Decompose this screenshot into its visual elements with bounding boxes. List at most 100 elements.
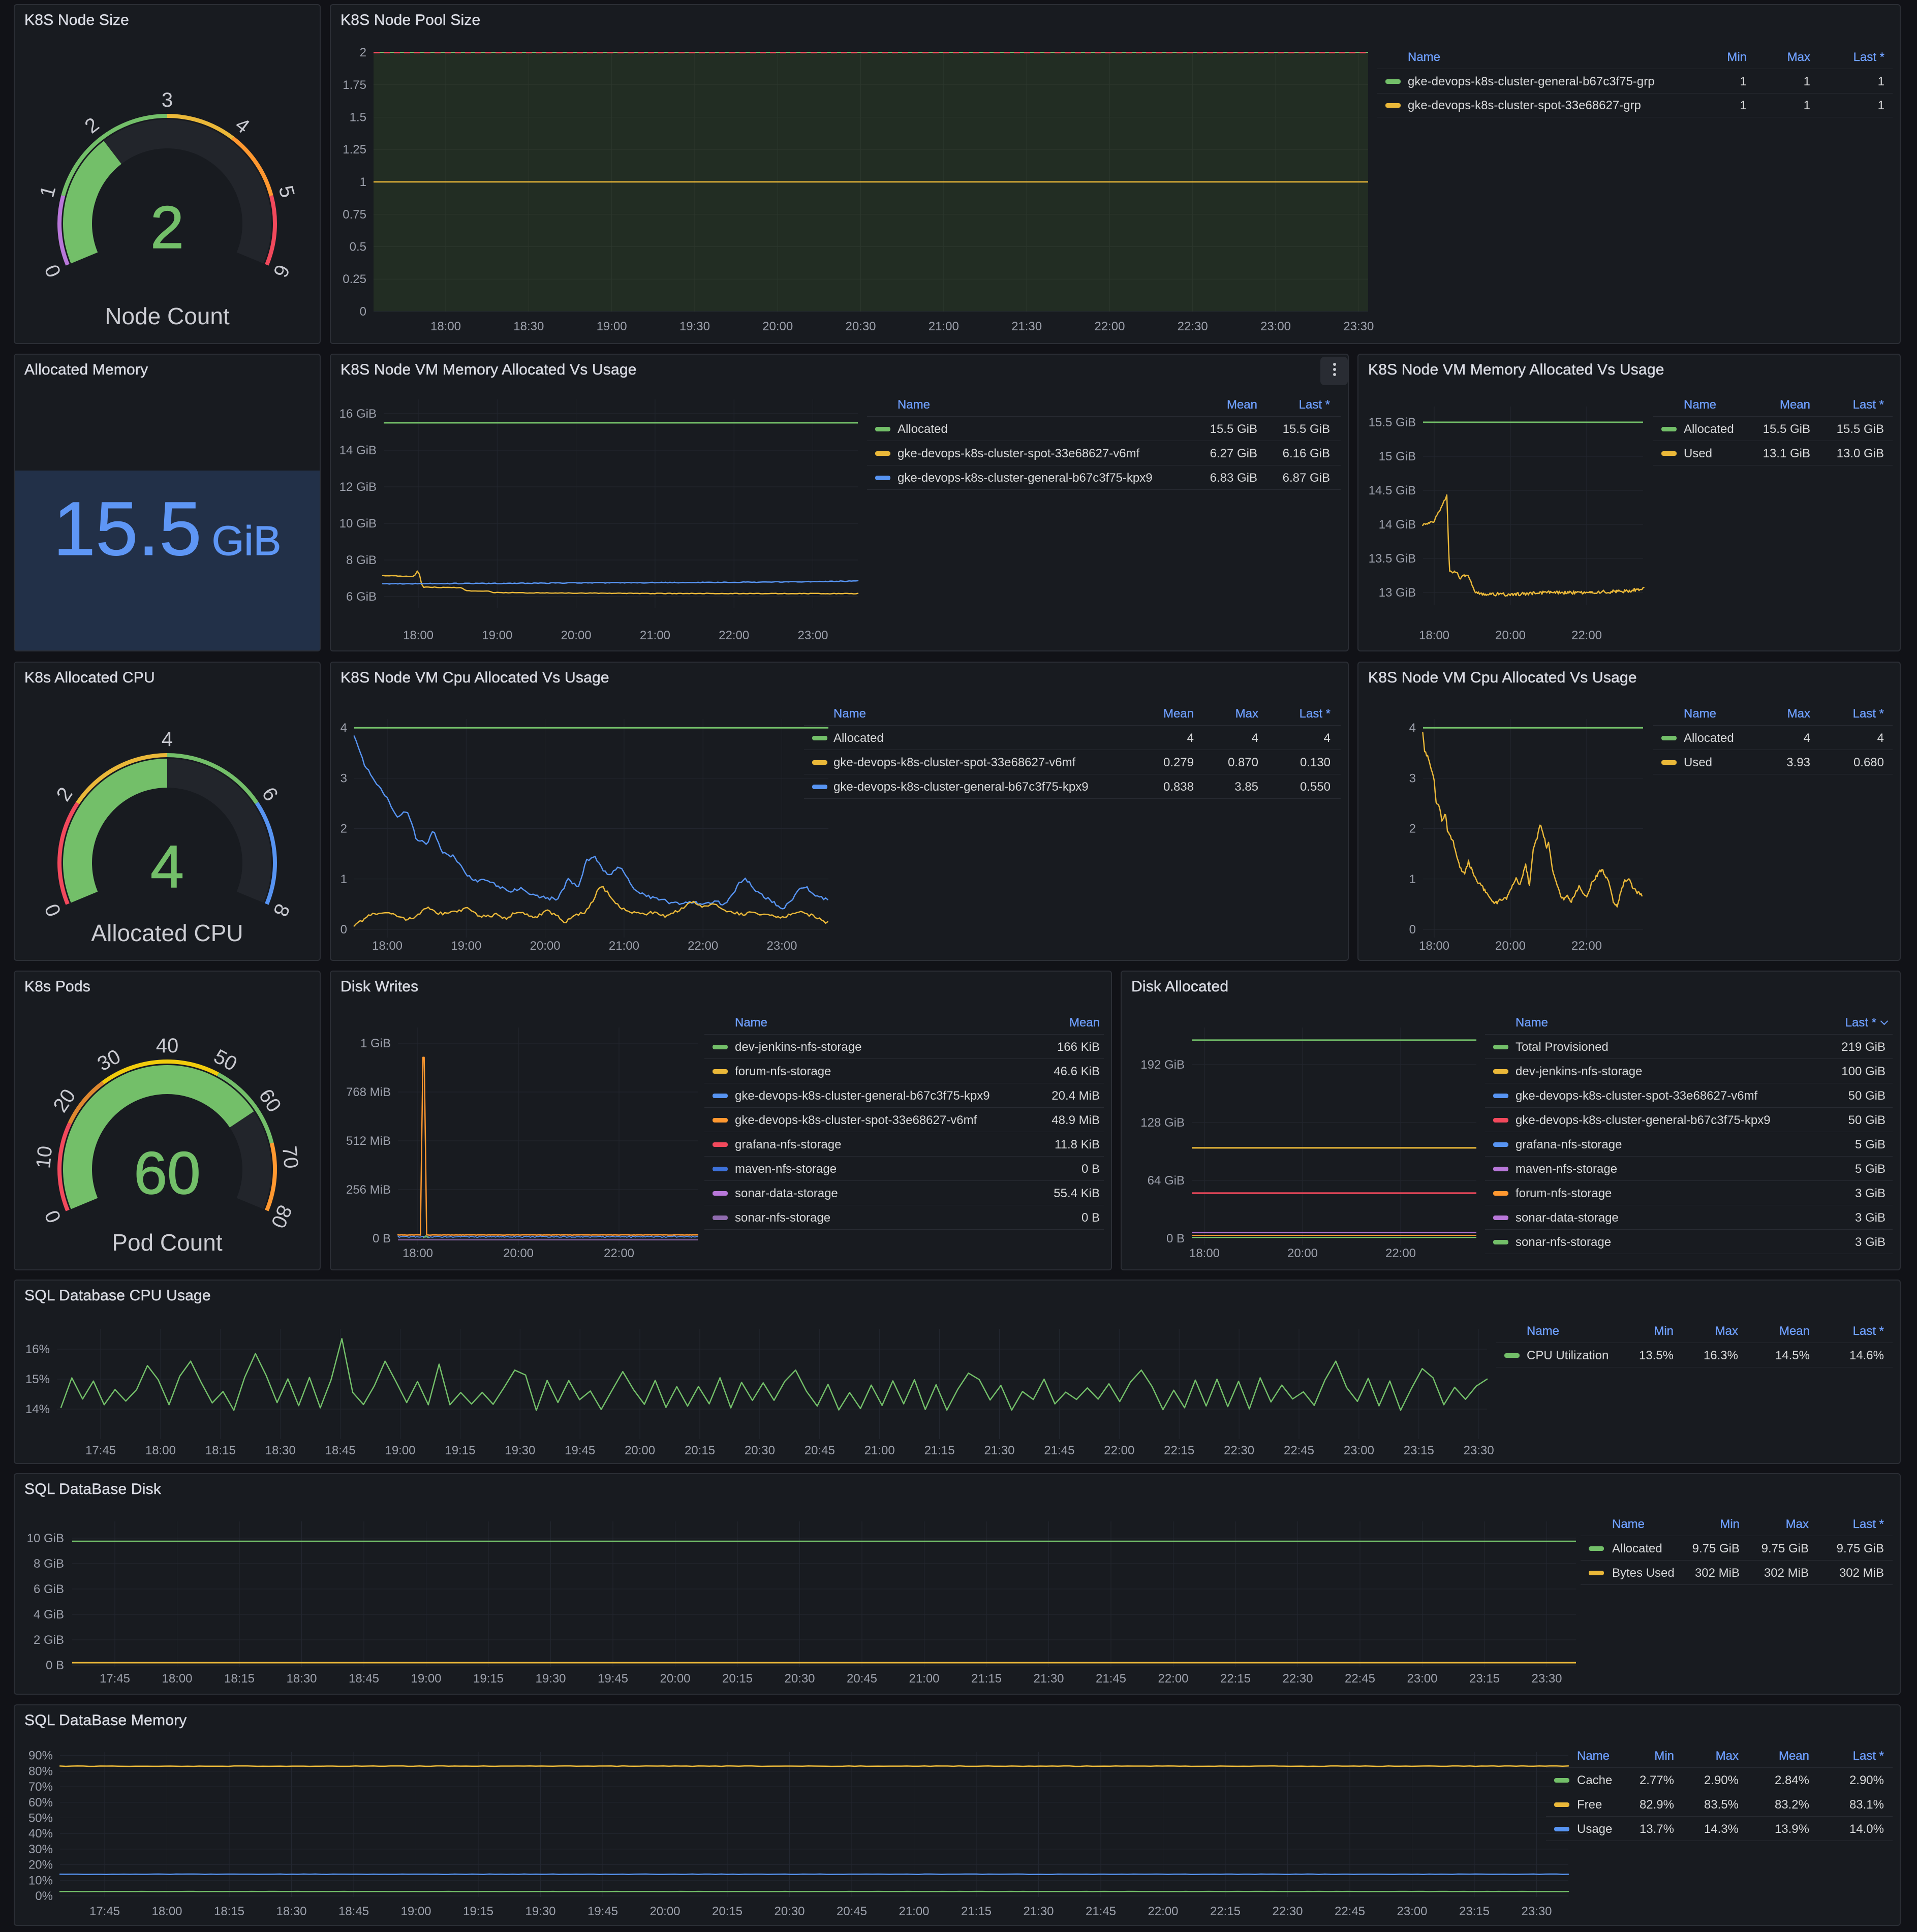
svg-text:23:30: 23:30 <box>1464 1444 1494 1457</box>
svg-text:1: 1 <box>1409 872 1416 886</box>
svg-text:22:00: 22:00 <box>1104 1444 1134 1457</box>
svg-text:15%: 15% <box>25 1373 50 1386</box>
svg-text:16%: 16% <box>25 1343 50 1356</box>
svg-text:4: 4 <box>150 833 184 900</box>
svg-text:20:45: 20:45 <box>805 1444 835 1457</box>
svg-text:22:15: 22:15 <box>1220 1672 1251 1686</box>
svg-text:19:00: 19:00 <box>385 1444 415 1457</box>
svg-text:18:00: 18:00 <box>403 1247 433 1260</box>
svg-text:10 GiB: 10 GiB <box>27 1532 64 1545</box>
svg-text:128 GiB: 128 GiB <box>1140 1116 1185 1130</box>
svg-text:50%: 50% <box>28 1812 53 1825</box>
svg-text:14%: 14% <box>25 1403 50 1416</box>
svg-text:22:00: 22:00 <box>1148 1905 1178 1918</box>
svg-text:15.5 GiB: 15.5 GiB <box>1369 416 1416 429</box>
svg-text:15 GiB: 15 GiB <box>1379 450 1416 463</box>
svg-text:18:45: 18:45 <box>349 1672 379 1686</box>
svg-text:23:30: 23:30 <box>1343 320 1374 333</box>
svg-text:60%: 60% <box>28 1796 53 1810</box>
svg-text:19:15: 19:15 <box>445 1444 475 1457</box>
svg-text:23:00: 23:00 <box>797 629 828 642</box>
svg-text:18:15: 18:15 <box>224 1672 255 1686</box>
svg-text:4: 4 <box>162 728 173 751</box>
svg-text:18:30: 18:30 <box>286 1672 317 1686</box>
svg-text:4 GiB: 4 GiB <box>34 1608 64 1622</box>
svg-text:19:00: 19:00 <box>451 939 481 953</box>
svg-text:13 GiB: 13 GiB <box>1379 586 1416 600</box>
svg-text:19:30: 19:30 <box>535 1672 566 1686</box>
svg-text:3: 3 <box>1409 771 1416 785</box>
svg-text:20:00: 20:00 <box>530 939 561 953</box>
svg-text:20:30: 20:30 <box>774 1905 805 1918</box>
svg-text:18:15: 18:15 <box>205 1444 236 1457</box>
svg-text:23:15: 23:15 <box>1459 1905 1490 1918</box>
svg-text:20:30: 20:30 <box>745 1444 775 1457</box>
svg-text:2: 2 <box>81 113 103 138</box>
svg-text:0: 0 <box>41 261 66 280</box>
svg-text:20:00: 20:00 <box>660 1672 690 1686</box>
svg-text:22:00: 22:00 <box>604 1247 634 1260</box>
svg-text:18:00: 18:00 <box>1419 629 1449 642</box>
svg-text:14.5 GiB: 14.5 GiB <box>1369 484 1416 497</box>
svg-text:19:15: 19:15 <box>463 1905 493 1918</box>
svg-text:6 GiB: 6 GiB <box>34 1582 64 1596</box>
svg-text:10: 10 <box>32 1145 56 1170</box>
svg-text:21:00: 21:00 <box>640 629 670 642</box>
svg-text:18:00: 18:00 <box>1419 939 1449 953</box>
svg-text:20:15: 20:15 <box>685 1444 715 1457</box>
svg-text:19:30: 19:30 <box>525 1905 555 1918</box>
svg-text:22:00: 22:00 <box>1158 1672 1188 1686</box>
svg-text:21:00: 21:00 <box>864 1444 895 1457</box>
svg-text:22:00: 22:00 <box>1094 320 1125 333</box>
svg-text:18:00: 18:00 <box>403 629 434 642</box>
svg-text:22:30: 22:30 <box>1224 1444 1254 1457</box>
svg-text:192 GiB: 192 GiB <box>1140 1058 1185 1072</box>
svg-text:20:15: 20:15 <box>712 1905 743 1918</box>
svg-text:19:45: 19:45 <box>588 1905 618 1918</box>
svg-text:18:15: 18:15 <box>214 1905 244 1918</box>
svg-text:19:00: 19:00 <box>400 1905 431 1918</box>
svg-text:80: 80 <box>267 1202 296 1231</box>
svg-text:23:30: 23:30 <box>1521 1905 1552 1918</box>
svg-text:20:00: 20:00 <box>650 1905 680 1918</box>
svg-text:21:45: 21:45 <box>1086 1905 1116 1918</box>
svg-text:3: 3 <box>162 89 173 111</box>
svg-text:18:00: 18:00 <box>151 1905 182 1918</box>
svg-text:23:00: 23:00 <box>1260 320 1291 333</box>
svg-text:21:00: 21:00 <box>929 320 959 333</box>
svg-text:1 GiB: 1 GiB <box>360 1037 391 1050</box>
svg-text:19:45: 19:45 <box>565 1444 595 1457</box>
svg-text:22:00: 22:00 <box>688 939 718 953</box>
svg-text:22:45: 22:45 <box>1345 1672 1375 1686</box>
svg-text:22:00: 22:00 <box>1571 629 1602 642</box>
svg-text:18:00: 18:00 <box>1189 1247 1220 1260</box>
svg-text:21:00: 21:00 <box>909 1672 939 1686</box>
svg-text:0 B: 0 B <box>1166 1232 1185 1245</box>
svg-text:20:00: 20:00 <box>1495 939 1526 953</box>
svg-text:22:30: 22:30 <box>1178 320 1208 333</box>
svg-text:19:15: 19:15 <box>473 1672 504 1686</box>
svg-text:18:30: 18:30 <box>513 320 544 333</box>
svg-text:80%: 80% <box>28 1764 53 1778</box>
svg-text:20:30: 20:30 <box>845 320 876 333</box>
svg-text:0 B: 0 B <box>46 1659 64 1672</box>
svg-text:23:00: 23:00 <box>1407 1672 1437 1686</box>
svg-text:70: 70 <box>278 1145 302 1170</box>
svg-text:30%: 30% <box>28 1843 53 1856</box>
svg-text:3: 3 <box>341 771 347 785</box>
svg-text:1: 1 <box>36 183 60 200</box>
svg-text:18:00: 18:00 <box>145 1444 176 1457</box>
svg-text:64 GiB: 64 GiB <box>1148 1174 1185 1188</box>
svg-text:20:00: 20:00 <box>1495 629 1526 642</box>
svg-text:20:00: 20:00 <box>625 1444 655 1457</box>
svg-text:17:45: 17:45 <box>89 1905 120 1918</box>
svg-text:13.5 GiB: 13.5 GiB <box>1369 552 1416 566</box>
svg-text:22:00: 22:00 <box>1385 1247 1416 1260</box>
svg-text:10%: 10% <box>28 1874 53 1887</box>
svg-text:4: 4 <box>231 113 254 138</box>
svg-text:19:00: 19:00 <box>411 1672 441 1686</box>
svg-text:21:30: 21:30 <box>1011 320 1042 333</box>
svg-text:21:30: 21:30 <box>1033 1672 1064 1686</box>
svg-text:18:30: 18:30 <box>276 1905 306 1918</box>
svg-text:20%: 20% <box>28 1858 53 1872</box>
